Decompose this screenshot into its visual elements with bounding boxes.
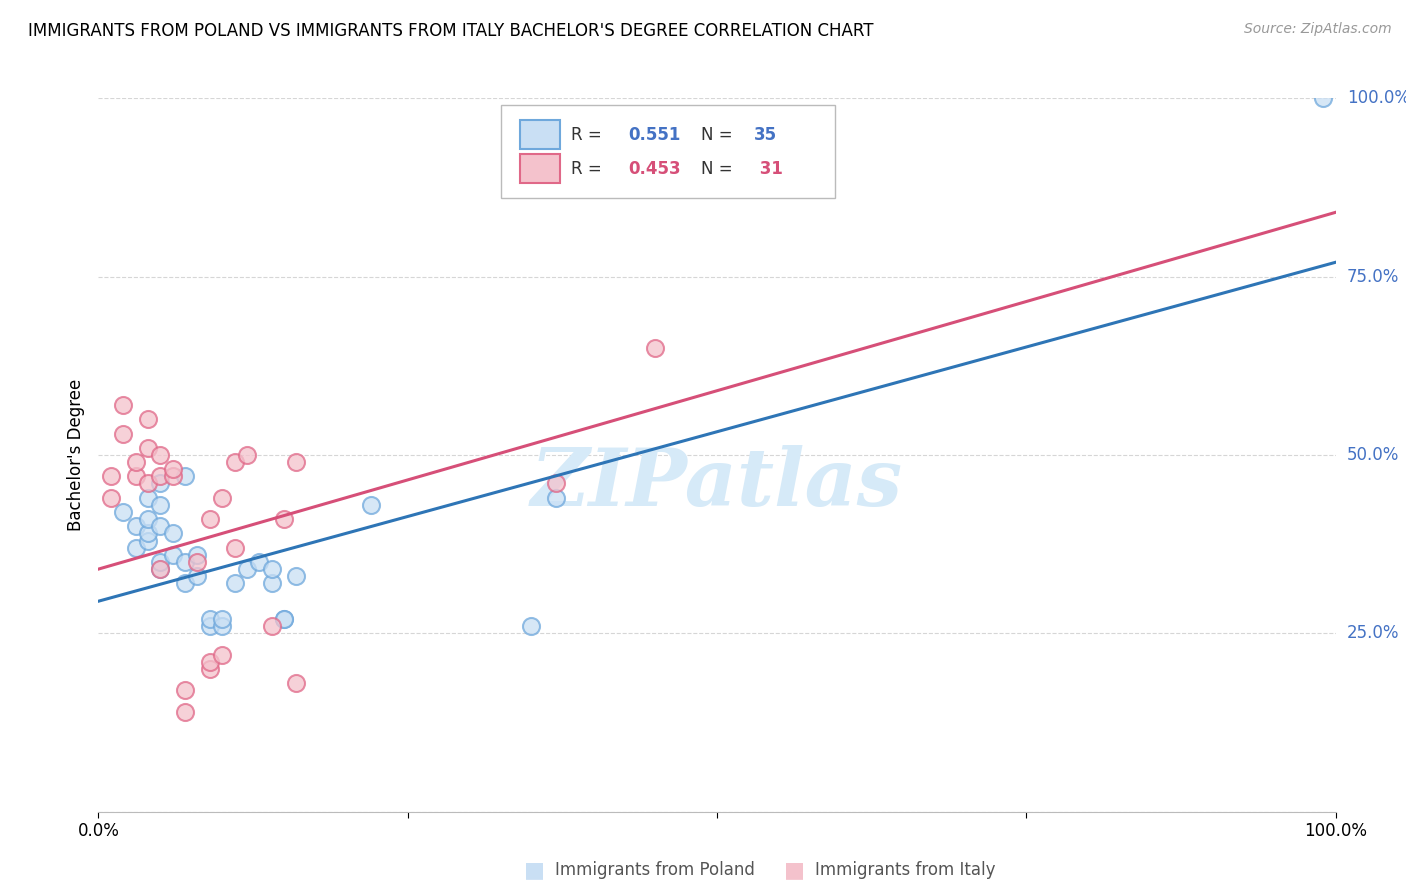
Text: ■: ■ xyxy=(524,860,544,880)
Point xyxy=(149,469,172,483)
Point xyxy=(198,612,221,626)
Point xyxy=(186,569,208,583)
Point xyxy=(149,498,172,512)
Point xyxy=(124,519,146,533)
Point xyxy=(136,491,159,505)
Text: 50.0%: 50.0% xyxy=(1347,446,1399,464)
Text: ■: ■ xyxy=(785,860,804,880)
Point xyxy=(273,612,295,626)
Point xyxy=(149,562,172,576)
Point xyxy=(211,648,233,662)
Point xyxy=(1312,91,1334,105)
FancyBboxPatch shape xyxy=(501,105,835,198)
Point xyxy=(124,469,146,483)
Text: 31: 31 xyxy=(754,160,783,178)
Point xyxy=(260,619,283,633)
Point xyxy=(198,662,221,676)
Point xyxy=(224,541,246,555)
Y-axis label: Bachelor's Degree: Bachelor's Degree xyxy=(66,379,84,531)
Point xyxy=(285,676,308,690)
Point xyxy=(520,619,543,633)
Point xyxy=(136,526,159,541)
Text: 0.453: 0.453 xyxy=(628,160,681,178)
Point xyxy=(149,519,172,533)
Point xyxy=(236,448,259,462)
Text: 100.0%: 100.0% xyxy=(1347,89,1406,107)
Point xyxy=(211,491,233,505)
Point xyxy=(224,576,246,591)
Point xyxy=(136,512,159,526)
Point xyxy=(260,562,283,576)
Text: 35: 35 xyxy=(754,126,778,144)
Text: 75.0%: 75.0% xyxy=(1347,268,1399,285)
Point xyxy=(198,512,221,526)
Point xyxy=(124,541,146,555)
Point xyxy=(162,526,184,541)
Point xyxy=(136,476,159,491)
Point xyxy=(174,555,197,569)
FancyBboxPatch shape xyxy=(520,120,560,149)
Point xyxy=(186,555,208,569)
Point xyxy=(174,683,197,698)
Point xyxy=(112,505,135,519)
Point xyxy=(211,619,233,633)
Text: 0.551: 0.551 xyxy=(628,126,681,144)
Text: N =: N = xyxy=(702,160,738,178)
Point xyxy=(149,555,172,569)
Point xyxy=(149,562,172,576)
Point xyxy=(100,469,122,483)
Point xyxy=(112,426,135,441)
Point xyxy=(174,705,197,719)
Point xyxy=(136,533,159,548)
Point xyxy=(546,476,568,491)
Text: IMMIGRANTS FROM POLAND VS IMMIGRANTS FROM ITALY BACHELOR'S DEGREE CORRELATION CH: IMMIGRANTS FROM POLAND VS IMMIGRANTS FRO… xyxy=(28,22,873,40)
Point xyxy=(136,412,159,426)
Point xyxy=(162,462,184,476)
Point xyxy=(174,469,197,483)
Text: Immigrants from Italy: Immigrants from Italy xyxy=(815,861,995,879)
Point xyxy=(285,455,308,469)
Text: R =: R = xyxy=(571,160,607,178)
Point xyxy=(360,498,382,512)
Text: Immigrants from Poland: Immigrants from Poland xyxy=(555,861,755,879)
Text: 25.0%: 25.0% xyxy=(1347,624,1399,642)
Point xyxy=(112,398,135,412)
Point xyxy=(198,619,221,633)
Point xyxy=(273,512,295,526)
Text: ZIPatlas: ZIPatlas xyxy=(531,445,903,522)
Point xyxy=(644,341,666,355)
Point xyxy=(211,612,233,626)
Point xyxy=(273,612,295,626)
Point xyxy=(100,491,122,505)
Point xyxy=(260,576,283,591)
FancyBboxPatch shape xyxy=(520,154,560,183)
Point xyxy=(136,441,159,455)
Text: Source: ZipAtlas.com: Source: ZipAtlas.com xyxy=(1244,22,1392,37)
Point xyxy=(236,562,259,576)
Point xyxy=(546,491,568,505)
Point xyxy=(174,576,197,591)
Point xyxy=(198,655,221,669)
Point xyxy=(162,548,184,562)
Point xyxy=(124,455,146,469)
Point xyxy=(247,555,270,569)
Point xyxy=(149,448,172,462)
Point xyxy=(224,455,246,469)
Point xyxy=(285,569,308,583)
Text: N =: N = xyxy=(702,126,738,144)
Point xyxy=(186,548,208,562)
Point xyxy=(162,469,184,483)
Point xyxy=(149,476,172,491)
Text: R =: R = xyxy=(571,126,607,144)
